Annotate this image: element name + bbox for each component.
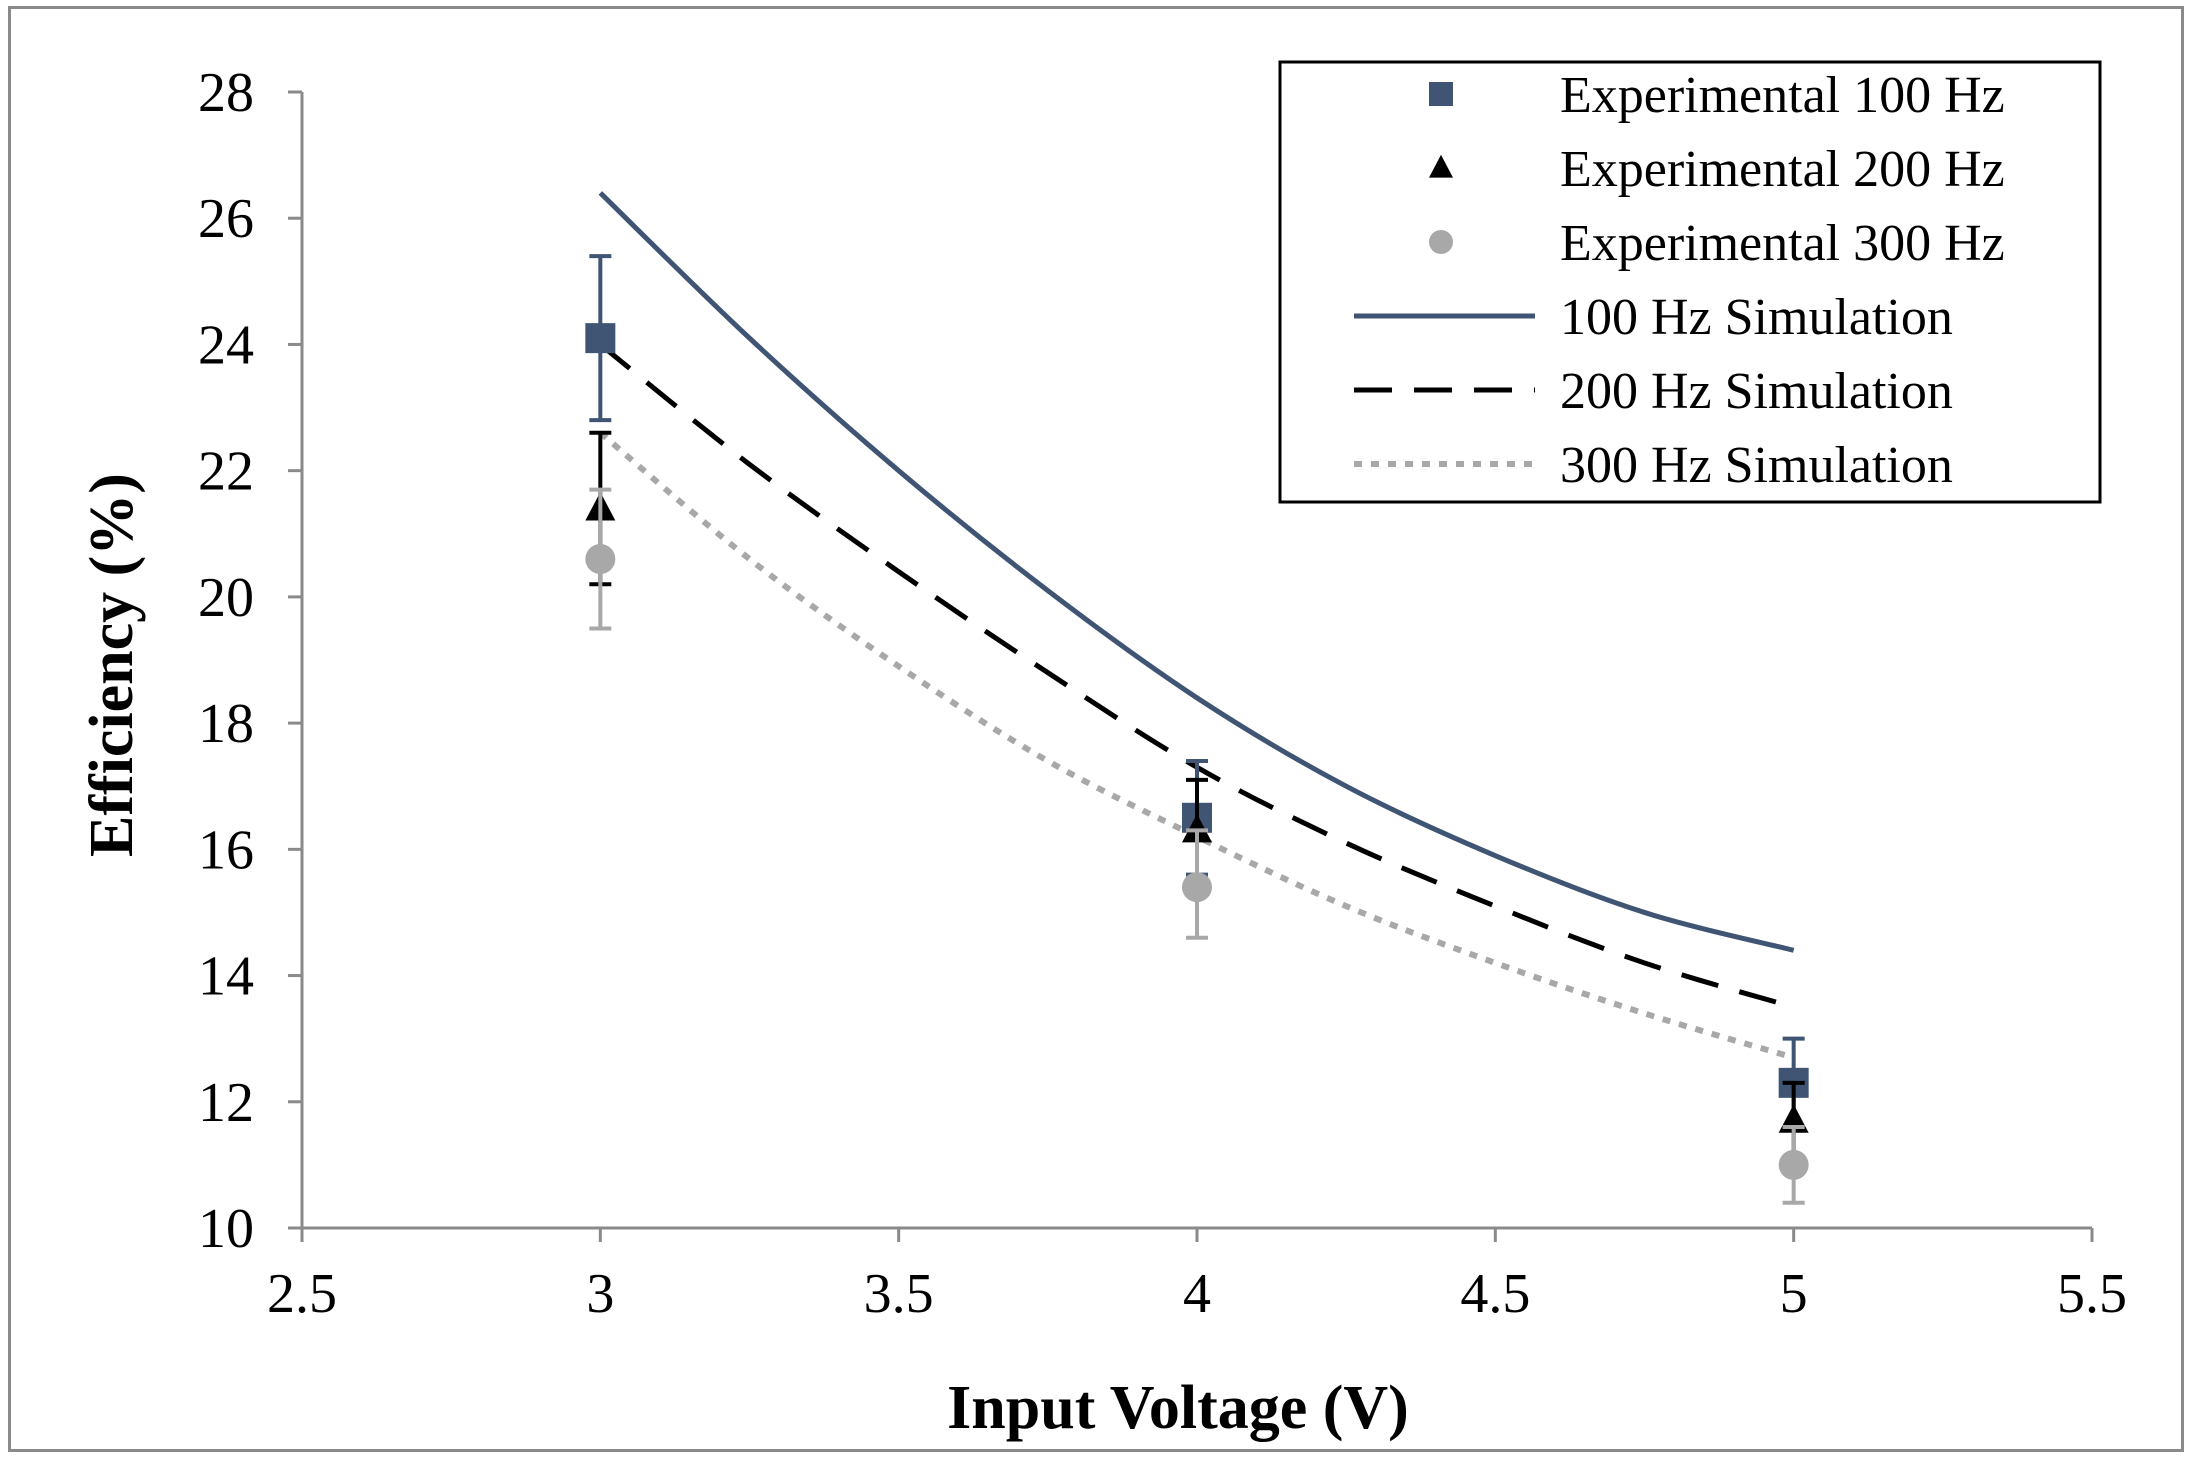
legend-label-300-hz-simulation: 300 Hz Simulation [1560, 437, 1953, 494]
y-tick-label: 16 [198, 819, 254, 881]
experimental-markers [585, 254, 1809, 1205]
x-ticks: 2.5 3 3.5 4 4.5 5 5.5 [267, 1228, 2127, 1325]
line-300-hz-simulation [598, 430, 1795, 1061]
y-ticks: 10 12 14 16 18 20 22 24 26 28 [198, 62, 302, 1260]
y-tick-label: 14 [198, 946, 254, 1008]
line-100-hz-simulation [598, 191, 1795, 953]
legend-box [1278, 60, 2102, 504]
legend-label-experimental-200-hz: Experimental 200 Hz [1560, 141, 2005, 198]
point-experimental-200-hz [1182, 813, 1212, 843]
y-tick-label: 22 [198, 441, 254, 503]
legend: Experimental 100 Hz Experimental 200 Hz Ex… [1278, 60, 2102, 504]
y-tick-label: 26 [198, 188, 254, 250]
y-axis-title: Efficiency (%) [78, 473, 146, 857]
legend-label-100-hz-simulation: 100 Hz Simulation [1560, 289, 1953, 346]
y-tick-label: 12 [198, 1072, 254, 1134]
y-tick-label: 28 [198, 62, 254, 124]
x-tick-label: 3.5 [864, 1263, 934, 1325]
legend-swatch-experimental-300-hz [1429, 230, 1453, 254]
legend-label-experimental-300-hz: Experimental 300 Hz [1560, 215, 2005, 272]
line-200-hz-simulation [598, 342, 1795, 1010]
point-experimental-300-hz [585, 544, 616, 575]
x-tick-label: 5.5 [2057, 1263, 2127, 1325]
point-experimental-300-hz [1778, 1149, 1809, 1180]
legend-swatch-experimental-100-hz [1429, 82, 1453, 106]
point-experimental-300-hz [1182, 872, 1212, 903]
legend-label-200-hz-simulation: 200 Hz Simulation [1560, 363, 1953, 420]
y-tick-label: 20 [198, 567, 254, 629]
x-tick-label: 4.5 [1460, 1263, 1530, 1325]
x-axis-title: Input Voltage (V) [947, 1374, 1409, 1442]
legend-swatch-experimental-200-hz [1429, 154, 1453, 178]
x-tick-label: 4 [1183, 1263, 1211, 1325]
x-tick-label: 5 [1780, 1263, 1808, 1325]
x-tick-label: 2.5 [267, 1263, 337, 1325]
legend-label-experimental-100-hz: Experimental 100 Hz [1560, 67, 2005, 124]
y-tick-label: 18 [198, 693, 254, 755]
x-tick-label: 3 [586, 1263, 614, 1325]
y-tick-label: 10 [198, 1198, 254, 1260]
y-tick-label: 24 [198, 314, 254, 376]
point-experimental-100-hz [585, 323, 616, 354]
